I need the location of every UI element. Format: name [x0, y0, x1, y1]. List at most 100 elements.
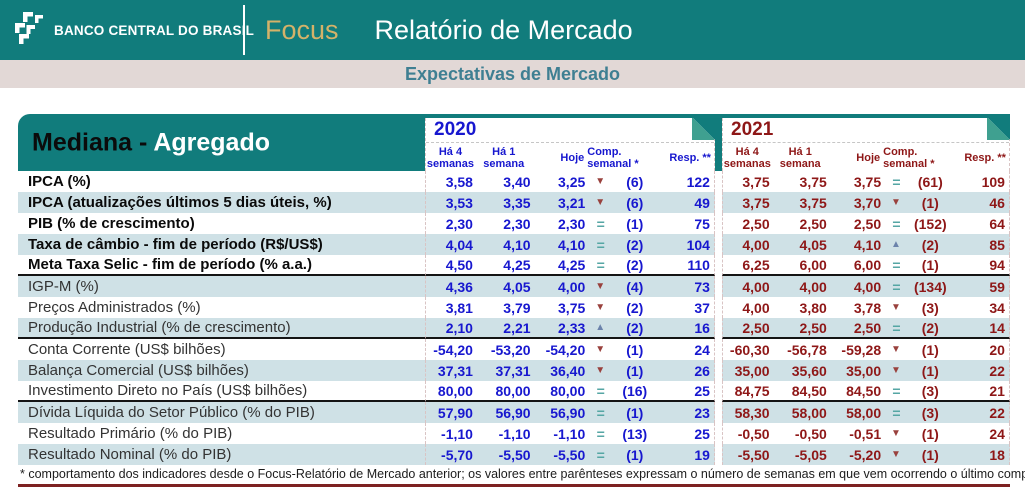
year-gap — [715, 318, 722, 339]
weeks-count: (1) — [626, 341, 644, 358]
respondents-count: 122 — [686, 173, 710, 190]
value-1-week-ago: 4,10 — [503, 236, 531, 253]
year-values-2021: 58,30 58,00 58,00 = (3) 22 — [722, 402, 1010, 423]
respondents-count: 22 — [989, 362, 1005, 379]
year-values-2021: 2,50 2,50 2,50 = (152) 64 — [722, 213, 1010, 234]
value-1-week-ago: -56,78 — [787, 341, 827, 358]
value-today: -5,50 — [553, 446, 586, 463]
weeks-count: (1) — [921, 256, 939, 273]
value-today: 36,40 — [550, 362, 586, 379]
year-values-2021: 6,25 6,00 6,00 = (1) 94 — [722, 255, 1010, 276]
value-today: 80,00 — [550, 382, 586, 399]
year-values-2021: 3,75 3,75 3,75 = (61) 109 — [722, 171, 1010, 192]
respondents-count: 21 — [989, 382, 1005, 399]
value-1-week-ago: 2,30 — [503, 215, 531, 232]
year-values-2021: -60,30 -56,78 -59,28 ▼ (1) 20 — [722, 339, 1010, 360]
value-4-weeks-ago: 2,50 — [742, 215, 770, 232]
year-values-2020: 2,30 2,30 2,30 = (1) 75 — [425, 213, 715, 234]
col-header-ha1-semana: Há 1 semana — [483, 146, 525, 170]
col-header-comp-semanal: Comp. semanal * — [883, 146, 935, 170]
weeks-count: (134) — [913, 278, 947, 295]
weeks-count: (1) — [921, 425, 939, 442]
value-4-weeks-ago: -1,10 — [441, 425, 473, 442]
respondents-count: 20 — [989, 341, 1005, 358]
value-4-weeks-ago: 2,30 — [445, 215, 473, 232]
value-1-week-ago: 3,35 — [503, 194, 531, 211]
down-trend-icon: ▼ — [891, 365, 901, 376]
value-4-weeks-ago: 6,25 — [742, 256, 770, 273]
down-trend-icon: ▼ — [595, 365, 606, 376]
value-today: -54,20 — [545, 341, 586, 358]
row-label: Balança Comercial (US$ bilhões) — [18, 360, 425, 381]
equal-trend-icon: = — [596, 256, 605, 273]
footnote: * comportamento dos indicadores desde o … — [20, 467, 1025, 481]
value-today: -1,10 — [553, 425, 586, 442]
table-row: Balança Comercial (US$ bilhões) 37,31 37,3… — [18, 360, 1010, 381]
weeks-count: (1) — [626, 446, 644, 463]
value-4-weeks-ago: 3,81 — [445, 299, 473, 316]
down-trend-icon: ▼ — [891, 449, 901, 460]
value-4-weeks-ago: -54,20 — [433, 341, 473, 358]
row-label: IPCA (atualizações últimos 5 dias úteis,… — [18, 192, 425, 213]
respondents-count: 85 — [989, 236, 1005, 253]
year-values-2021: -5,50 -5,05 -5,20 ▼ (1) 18 — [722, 444, 1010, 465]
respondents-count: 22 — [989, 404, 1005, 421]
respondents-count: 26 — [694, 362, 710, 379]
year-values-2021: 2,50 2,50 2,50 = (2) 14 — [722, 318, 1010, 339]
value-1-week-ago: 84,50 — [791, 382, 827, 399]
year-values-2020: 57,90 56,90 56,90 = (1) 23 — [425, 402, 715, 423]
app-header: BANCO CENTRAL DO BRASIL Focus Relatório … — [0, 0, 1025, 60]
respondents-count: 19 — [694, 446, 710, 463]
header-divider — [243, 5, 245, 55]
value-1-week-ago: 35,60 — [791, 362, 827, 379]
weeks-count: (2) — [626, 236, 644, 253]
table-row: PIB (% de crescimento) 2,30 2,30 2,30 = (1) 75… — [18, 213, 1010, 234]
respondents-count: 64 — [989, 215, 1005, 232]
table-title-median: Mediana - — [32, 128, 148, 156]
weeks-count: (3) — [921, 299, 939, 316]
year-gap — [715, 381, 722, 402]
year-panel-2021: 2021 Há 4 semanas Há 1 semana Hoje Comp. se… — [722, 118, 1010, 171]
value-today: 56,90 — [550, 404, 586, 421]
row-label: Conta Corrente (US$ bilhões) — [28, 341, 226, 358]
table-row: IGP-M (%) 4,36 4,05 4,00 ▼ (4) 73 4,00 4,00 4,00 =… — [18, 276, 1010, 297]
row-label: Produção Industrial (% de crescimento) — [18, 318, 425, 339]
value-4-weeks-ago: 57,90 — [437, 404, 473, 421]
col-header-resp: Resp. ** — [669, 151, 711, 164]
value-1-week-ago: 3,75 — [799, 173, 827, 190]
brand-focus: Focus — [265, 14, 339, 45]
value-today: 58,00 — [846, 404, 882, 421]
weeks-count: (1) — [626, 215, 644, 232]
page-title: Relatório de Mercado — [374, 14, 633, 45]
respondents-count: 46 — [989, 194, 1005, 211]
year-values-2021: 4,00 3,80 3,78 ▼ (3) 34 — [722, 297, 1010, 318]
row-label: Dívida Líquida do Setor Público (% do PI… — [18, 402, 425, 423]
row-label: IGP-M (%) — [18, 276, 425, 297]
value-1-week-ago: 3,40 — [503, 173, 531, 190]
value-1-week-ago: 80,00 — [495, 382, 531, 399]
value-4-weeks-ago: 3,53 — [445, 194, 473, 211]
respondents-count: 104 — [686, 236, 710, 253]
table-row: Produção Industrial (% de crescimento) 2,… — [18, 318, 1010, 339]
value-1-week-ago: -1,10 — [498, 425, 531, 442]
down-trend-icon: ▼ — [595, 344, 606, 355]
subheader-title: Expectativas de Mercado — [404, 63, 621, 84]
value-1-week-ago: 4,05 — [503, 278, 531, 295]
value-4-weeks-ago: 4,00 — [742, 278, 770, 295]
row-label: Preços Administrados (%) — [28, 299, 201, 316]
weeks-count: (16) — [622, 382, 648, 399]
value-1-week-ago: 56,90 — [495, 404, 531, 421]
col-header-hoje: Hoje — [560, 151, 585, 164]
year-gap — [715, 402, 722, 423]
value-1-week-ago: 4,25 — [503, 256, 531, 273]
weeks-count: (6) — [626, 194, 644, 211]
value-today: 84,50 — [846, 382, 882, 399]
weeks-count: (13) — [622, 425, 648, 442]
respondents-count: 34 — [989, 299, 1005, 316]
row-label: PIB (% de crescimento) — [28, 215, 195, 232]
value-4-weeks-ago: 4,00 — [742, 236, 770, 253]
down-trend-icon: ▼ — [891, 428, 901, 439]
weeks-count: (2) — [626, 299, 644, 316]
year-values-2020: 4,36 4,05 4,00 ▼ (4) 73 — [425, 276, 715, 297]
respondents-count: 25 — [694, 425, 710, 442]
